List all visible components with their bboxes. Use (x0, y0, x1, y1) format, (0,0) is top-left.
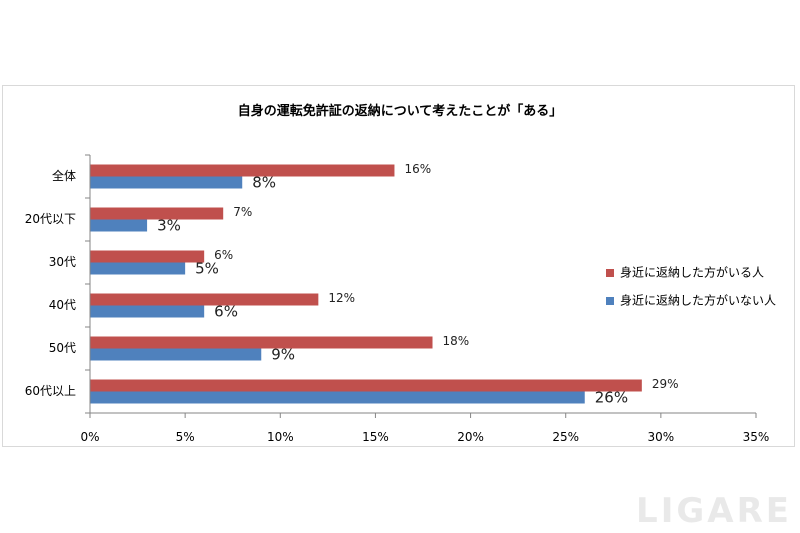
legend-label-1: 身近に返納した方がいない人 (620, 293, 776, 308)
ligare-watermark: LIGARE (636, 491, 792, 531)
bar-with-returner-1 (90, 207, 224, 220)
bar-without-returner-3 (90, 305, 205, 318)
category-label-5: 60代以上 (25, 384, 76, 398)
x-tick-label-3: 15% (362, 430, 389, 444)
data-label-with-returner-4: 18% (443, 334, 470, 348)
data-label-without-returner-4: 9% (271, 346, 295, 364)
bar-without-returner-5 (90, 391, 585, 404)
bar-without-returner-0 (90, 176, 243, 189)
data-label-without-returner-2: 5% (195, 260, 219, 278)
category-label-4: 50代 (49, 341, 76, 355)
data-label-with-returner-1: 7% (233, 205, 252, 219)
x-tick-label-4: 20% (457, 430, 484, 444)
category-label-0: 全体 (52, 168, 76, 183)
category-label-2: 30代 (49, 255, 76, 269)
data-label-with-returner-5: 29% (652, 377, 679, 391)
category-label-1: 20代以下 (25, 212, 76, 226)
data-label-with-returner-0: 16% (404, 162, 431, 176)
data-label-with-returner-2: 6% (214, 248, 233, 262)
legend-swatch-0 (606, 269, 614, 277)
x-tick-label-7: 35% (743, 430, 770, 444)
data-label-without-returner-1: 3% (157, 217, 181, 235)
legend-swatch-1 (606, 297, 614, 305)
legend-label-0: 身近に返納した方がいる人 (620, 265, 764, 280)
x-tick-label-2: 10% (267, 430, 294, 444)
chart-title: 自身の運転免許証の返納について考えたことが「ある」 (238, 103, 563, 119)
bar-with-returner-5 (90, 379, 642, 392)
x-tick-label-1: 5% (176, 430, 195, 444)
bar-with-returner-2 (90, 250, 205, 263)
bar-without-returner-4 (90, 348, 262, 361)
data-label-with-returner-3: 12% (328, 291, 355, 305)
data-label-without-returner-0: 8% (252, 174, 276, 192)
bar-with-returner-3 (90, 293, 319, 306)
bar-without-returner-1 (90, 219, 148, 232)
x-tick-label-6: 30% (648, 430, 675, 444)
data-label-without-returner-5: 26% (595, 389, 628, 407)
category-label-3: 40代 (49, 298, 76, 312)
x-tick-label-0: 0% (80, 430, 99, 444)
x-tick-label-5: 25% (552, 430, 579, 444)
data-label-without-returner-3: 6% (214, 303, 238, 321)
bar-with-returner-4 (90, 336, 433, 349)
bar-with-returner-0 (90, 164, 395, 177)
bar-without-returner-2 (90, 262, 186, 275)
